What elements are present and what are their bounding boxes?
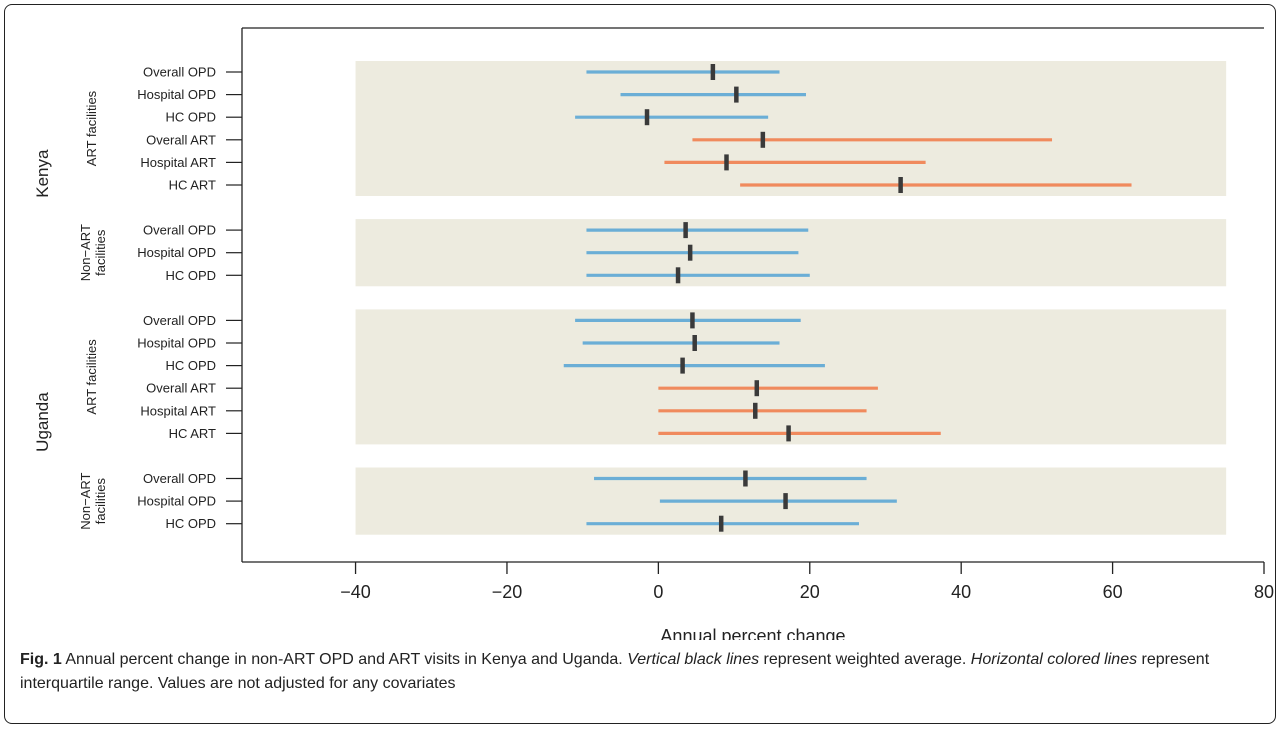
caption-italic-1: Vertical black lines [627,651,760,668]
caption-text-2: represent weighted average. [759,651,971,668]
group-label: Non−ARTfacilities [78,472,108,529]
row-label: HC OPD [165,358,216,373]
country-label: Uganda [33,392,52,452]
caption-fig-label: Fig. 1 [20,651,62,668]
row-label: Hospital OPD [137,494,216,509]
interval-chart: ART facilities Overall OPD Hospital OPD HC … [33,27,1274,640]
row-label: HC OPD [165,110,216,125]
x-tick-label: −20 [492,582,523,602]
row-label: HC OPD [165,516,216,531]
row-label: Overall OPD [143,65,216,80]
x-tick-label: 60 [1103,582,1123,602]
row-label: Hospital OPD [137,245,216,260]
x-tick-label: 40 [951,582,971,602]
row-label: Overall OPD [143,471,216,486]
x-tick-label: 80 [1254,582,1274,602]
group-label: ART facilities [84,90,99,166]
row-label: HC OPD [165,268,216,283]
caption-text-1: Annual percent change in non-ART OPD and… [61,651,628,668]
panel-1-0 [355,309,1227,445]
caption-italic-2: Horizontal colored lines [970,651,1138,668]
panel-0-0 [355,61,1227,196]
row-label: Overall ART [146,132,216,147]
x-tick-label: 0 [653,582,663,602]
figure-caption: Fig. 1 Annual percent change in non-ART … [20,648,1260,696]
group-label: Non−ARTfacilities [78,224,108,281]
row-label: Hospital OPD [137,336,216,351]
row-label: HC ART [169,178,216,193]
row-label: Overall OPD [143,313,216,328]
x-tick-label: −40 [340,582,371,602]
row-label: HC ART [169,426,216,441]
caption-text-3: represent interquartile range. Values ar… [20,651,1210,692]
row-label: Overall ART [146,381,216,396]
x-tick-label: 20 [800,582,820,602]
country-label: Kenya [33,149,52,198]
x-axis-label: Annual percent change [660,626,845,640]
row-label: Hospital ART [140,403,216,418]
row-label: Overall OPD [143,223,216,238]
figure-frame [4,4,1276,724]
group-label: ART facilities [84,339,99,415]
row-label: Hospital ART [140,155,216,170]
row-label: Hospital OPD [137,87,216,102]
